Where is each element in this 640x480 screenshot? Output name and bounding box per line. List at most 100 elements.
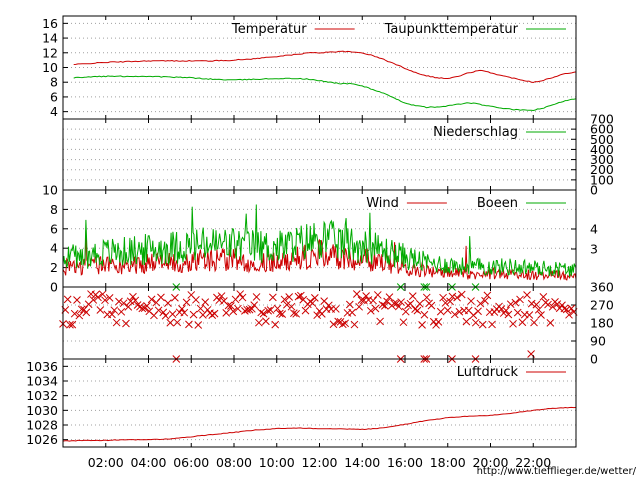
wind-direction-point <box>476 299 485 308</box>
wind-direction-point <box>329 320 338 329</box>
wind-direction-point <box>350 320 359 329</box>
wind-direction-point <box>483 291 492 300</box>
x-tick-label: 02:00 <box>88 455 124 470</box>
y-tick-label: 1034 <box>26 374 58 389</box>
wind-direction-point <box>201 298 210 307</box>
wind-direction-point <box>504 310 513 319</box>
wind-direction-point <box>280 295 289 304</box>
wind-direction-point <box>115 297 123 306</box>
wind-direction-point <box>553 300 562 308</box>
wind-direction-point <box>194 321 203 329</box>
wind-direction-point <box>502 306 510 315</box>
wind-direction-point <box>77 305 86 314</box>
wind-direction-point <box>171 293 179 302</box>
wind-direction-point <box>539 293 548 301</box>
wind-direction-point <box>308 299 317 308</box>
wind-direction-point <box>224 301 233 310</box>
series-line-boeen <box>62 204 577 277</box>
wind-direction-point <box>436 307 445 316</box>
wind-direction-point <box>269 293 277 302</box>
wind-direction-point <box>259 309 268 318</box>
y-tick-label: 4 <box>50 241 58 256</box>
wind-direction-point <box>506 300 515 309</box>
wind-direction-point <box>82 308 91 317</box>
wind-direction-point <box>331 305 340 313</box>
y2-tick-label: 90 <box>590 334 606 349</box>
y2-tick-label: 360 <box>590 280 614 295</box>
wind-direction-point <box>450 310 459 319</box>
y-tick-label: 0 <box>590 183 598 198</box>
y-tick-label: 12 <box>42 45 58 60</box>
wind-direction-point <box>278 310 287 318</box>
wind-direction-point <box>413 306 422 315</box>
legend-label: Wind <box>366 196 399 211</box>
y-tick-label: 14 <box>42 31 58 46</box>
wind-direction-point <box>180 308 189 317</box>
wind-direction-point <box>313 311 322 320</box>
wind-direction-point <box>471 318 480 327</box>
wind-direction-point <box>250 301 259 309</box>
wind-direction-point <box>432 321 440 329</box>
wind-direction-point <box>546 319 555 327</box>
wind-direction-point <box>182 298 191 307</box>
wind-direction-point <box>75 311 84 320</box>
wind-direction-point <box>399 318 408 327</box>
wind-direction-point <box>511 298 520 307</box>
wind-direction-point <box>513 308 522 317</box>
wind-direction-point <box>371 304 380 313</box>
y-tick-label: 8 <box>50 202 58 217</box>
wind-direction-point <box>565 310 573 319</box>
wind-direction-point <box>287 302 296 311</box>
wind-direction-point <box>474 307 482 316</box>
series-line-temperatur <box>73 50 577 84</box>
wind-direction-point <box>252 293 261 301</box>
wind-direction-point <box>164 299 172 307</box>
wind-direction-point <box>262 317 270 326</box>
wind-direction-point <box>73 296 81 304</box>
wind-direction-point <box>124 303 133 311</box>
wind-direction-point <box>70 309 79 318</box>
wind-direction-point <box>334 317 343 326</box>
wind-direction-point <box>66 320 74 329</box>
x-tick-label: 04:00 <box>130 455 166 470</box>
wind-direction-point <box>126 297 135 306</box>
wind-direction-point <box>208 311 217 320</box>
wind-direction-point <box>238 293 247 302</box>
y2-tick-label: 0 <box>590 352 598 367</box>
wind-direction-point <box>173 318 182 327</box>
wind-direction-point <box>376 317 384 326</box>
wind-direction-point <box>369 296 377 305</box>
wind-direction-point <box>406 299 415 308</box>
wind-direction-point <box>185 320 193 329</box>
y-tick-label: 10 <box>42 60 58 75</box>
y2-tick-label: 270 <box>590 298 614 313</box>
wind-direction-point <box>523 291 531 299</box>
wind-direction-point <box>227 302 235 310</box>
wind-direction-point <box>129 292 137 301</box>
wind-direction-point <box>143 302 151 310</box>
wind-direction-point <box>467 297 475 305</box>
wind-direction-point <box>385 293 394 301</box>
y-tick-label: 1028 <box>26 418 58 433</box>
wind-direction-point <box>443 306 452 315</box>
wind-direction-point <box>241 307 249 315</box>
wind-direction-point <box>401 307 410 316</box>
wind-direction-point <box>157 293 165 302</box>
wind-direction-point <box>243 305 252 314</box>
wind-direction-point <box>285 293 294 301</box>
wind-direction-point <box>441 299 450 307</box>
wind-direction-point <box>324 301 333 310</box>
wind-direction-point <box>94 293 102 302</box>
wind-direction-point <box>434 318 443 326</box>
wind-direction-point <box>273 304 282 313</box>
wind-direction-point <box>257 308 266 317</box>
wind-direction-point <box>231 295 240 304</box>
y-tick-label: 16 <box>42 16 58 31</box>
wind-direction-point <box>292 309 301 318</box>
y-tick-label: 400 <box>590 142 614 157</box>
wind-direction-point <box>117 307 126 316</box>
wind-direction-point <box>455 307 464 316</box>
